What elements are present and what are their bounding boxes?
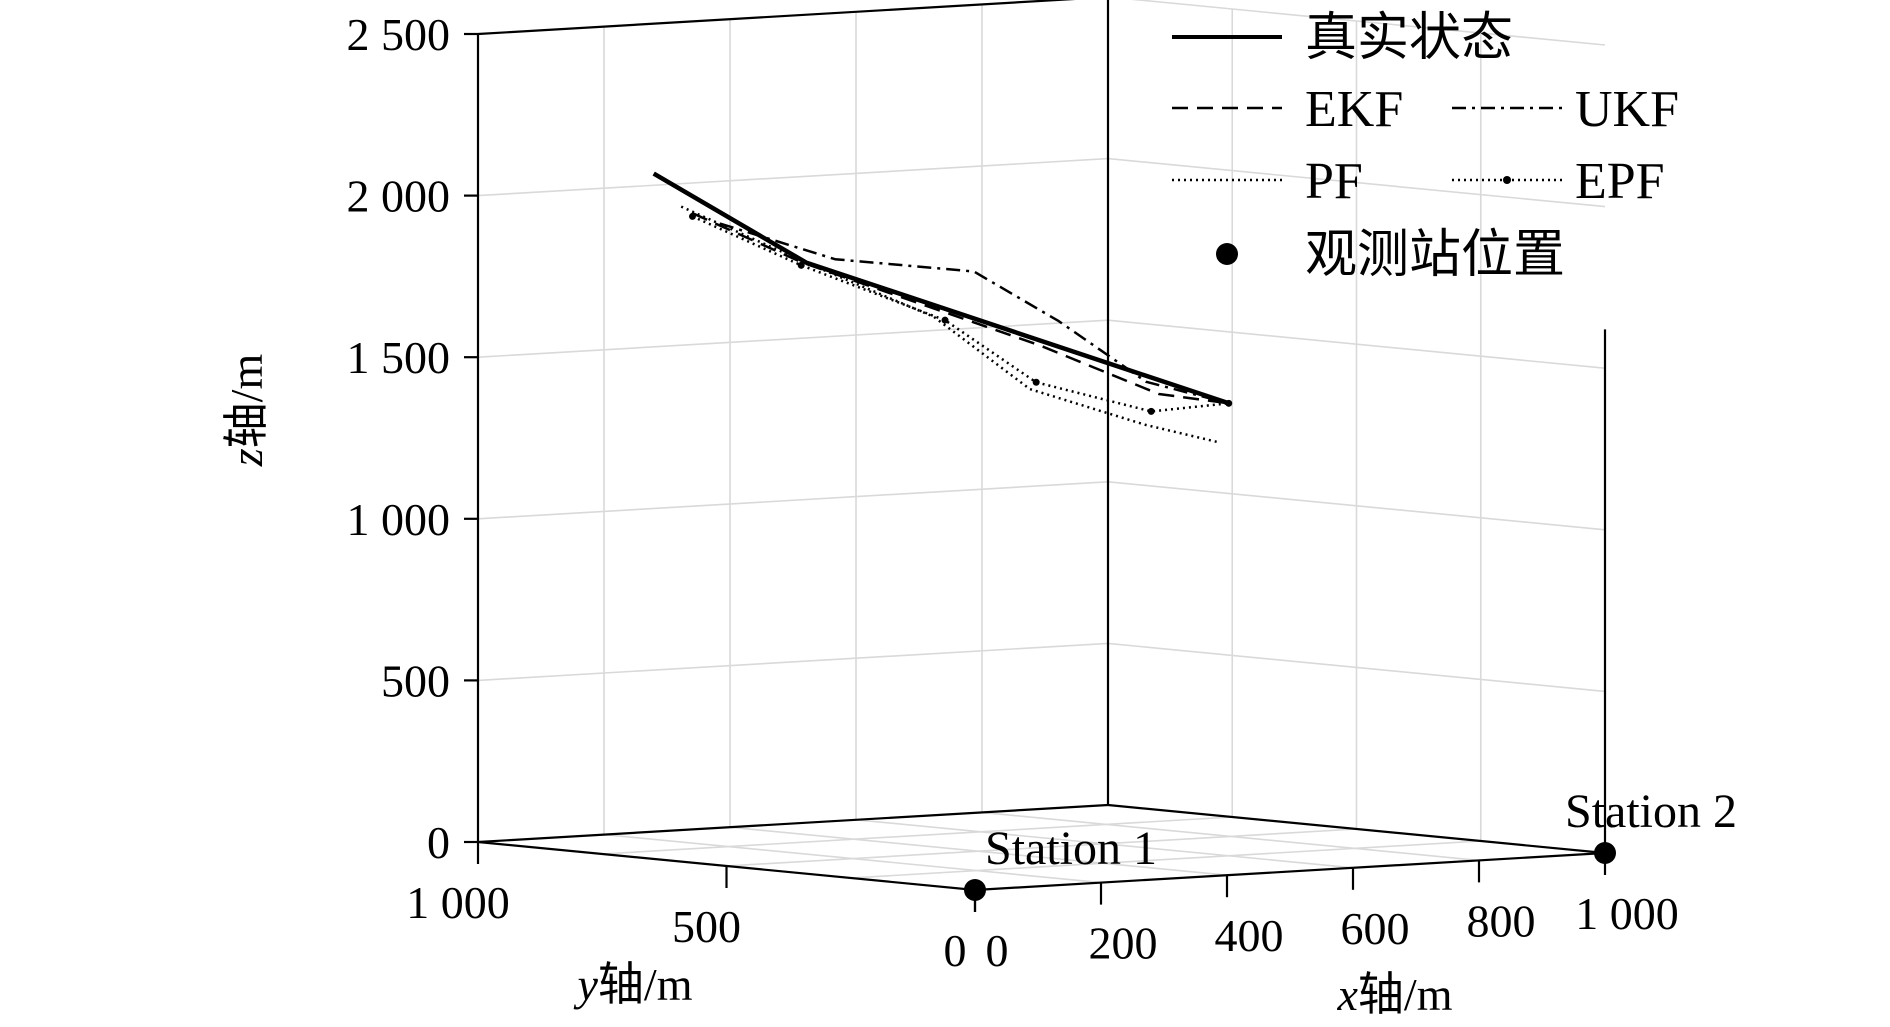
- y-axis-label: y轴/m: [574, 959, 693, 1010]
- station-marker: [964, 879, 986, 901]
- tick-labels: 0 500 1 000 1 500 2 000 2 500 0 200 400 600 800 1 0…: [347, 9, 1679, 976]
- x-tick-label: 1 000: [1575, 888, 1679, 939]
- legend: 真实状态 EKF UKF PF EPF 观测站位置: [1172, 10, 1679, 284]
- frame-edge: [477, 803, 1109, 844]
- z-tick-label: 2 000: [347, 171, 451, 222]
- legend-label-true: 真实状态: [1305, 10, 1513, 67]
- grid-lines: [477, 0, 1606, 891]
- series-lines: [652, 171, 1233, 444]
- axes-frame: [464, 0, 1607, 912]
- series-marker-epf: [1147, 407, 1155, 415]
- grid-line: [1107, 319, 1606, 369]
- frame-edge: [477, 0, 1076, 36]
- legend-label-epf: EPF: [1575, 153, 1665, 210]
- x-axis-label: x轴/m: [1337, 969, 1453, 1020]
- series-line-pf: [680, 205, 1218, 444]
- legend-label-station: 观测站位置: [1305, 227, 1565, 284]
- legend-label-pf: PF: [1305, 153, 1363, 210]
- series-marker-epf: [1032, 378, 1040, 386]
- x-tick-label: 400: [1215, 910, 1284, 961]
- grid-line: [1107, 157, 1606, 208]
- z-tick-label: 1 500: [347, 332, 451, 383]
- grid-line: [1107, 642, 1606, 693]
- series-marker-epf: [797, 261, 805, 269]
- series-line-true-state: [652, 171, 1230, 406]
- x-tick-label: 600: [1341, 903, 1410, 954]
- x-tick-label: 0: [986, 925, 1009, 976]
- x-tick-label: 200: [1089, 918, 1158, 969]
- grid-line: [602, 816, 1233, 855]
- z-tick-label: 2 500: [347, 9, 451, 60]
- y-tick-label: 500: [672, 901, 741, 952]
- y-tick-label: 1 000: [406, 877, 510, 928]
- grid-line: [477, 642, 1109, 682]
- grid-line: [477, 481, 1109, 520]
- legend-label-ekf: EKF: [1305, 81, 1403, 138]
- z-tick-label: 0: [427, 817, 450, 868]
- series-marker-epf: [688, 212, 696, 220]
- grid-line: [726, 828, 1357, 867]
- grid-line: [850, 840, 1481, 879]
- series-line-ekf: [691, 212, 1229, 405]
- frame-edge: [1107, 803, 1606, 855]
- x-tick-label: 800: [1467, 895, 1536, 946]
- series-marker-epf: [941, 316, 949, 324]
- station-label: Station 1: [985, 822, 1157, 875]
- station-label: Station 2: [1565, 785, 1737, 838]
- series-line-ukf: [719, 222, 1230, 405]
- legend-swatch-station: [1216, 243, 1238, 265]
- station-marker: [1594, 842, 1616, 864]
- legend-label-ukf: UKF: [1575, 81, 1679, 138]
- z-tick-label: 1 000: [347, 494, 451, 545]
- grid-line: [1130, 0, 1606, 46]
- legend-swatch-epf-marker: [1503, 176, 1511, 184]
- grid-line: [1107, 481, 1606, 531]
- y-tick-label: 0: [944, 925, 967, 976]
- grid-line: [477, 157, 1109, 197]
- x-axis-line: [974, 851, 1606, 892]
- grid-line: [477, 319, 1109, 358]
- z-axis-label: z轴/m: [221, 354, 272, 468]
- z-tick-label: 500: [381, 655, 450, 706]
- stations: Station 1 Station 2: [964, 785, 1737, 901]
